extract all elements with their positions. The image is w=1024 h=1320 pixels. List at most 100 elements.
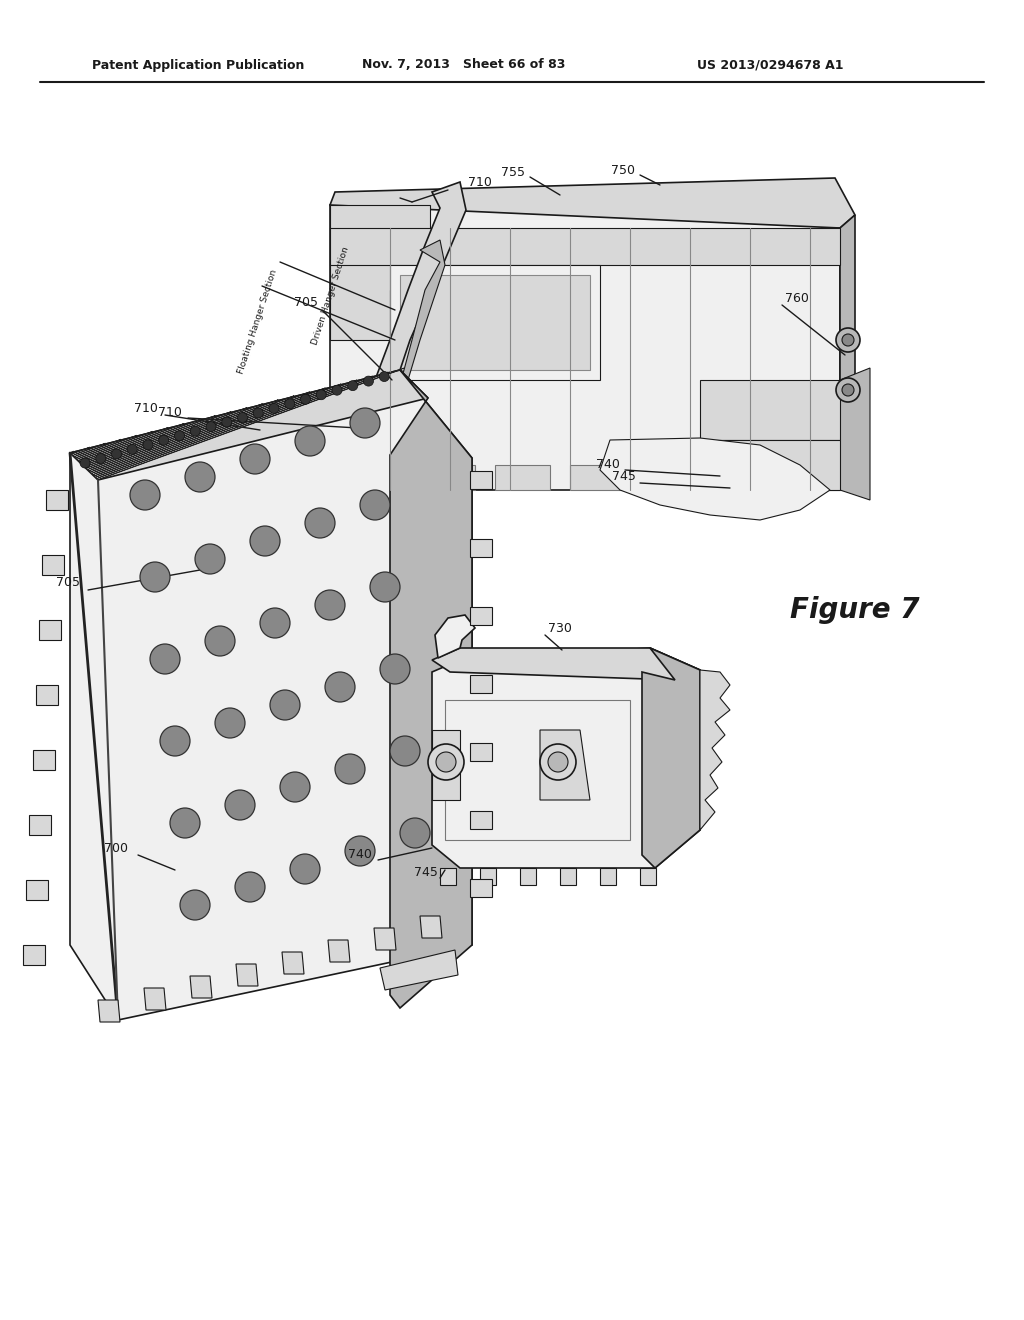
Circle shape [174, 430, 184, 441]
Polygon shape [23, 945, 45, 965]
Polygon shape [79, 424, 184, 462]
Polygon shape [330, 205, 840, 490]
Text: 740: 740 [348, 847, 372, 861]
Circle shape [80, 458, 90, 469]
Polygon shape [390, 265, 600, 380]
Polygon shape [27, 880, 48, 900]
Text: US 2013/0294678 A1: US 2013/0294678 A1 [697, 58, 844, 71]
Text: 730: 730 [548, 622, 571, 635]
Circle shape [842, 334, 854, 346]
Polygon shape [640, 869, 656, 884]
Polygon shape [435, 615, 475, 657]
Circle shape [240, 444, 270, 474]
Text: 750: 750 [611, 164, 635, 177]
Polygon shape [440, 869, 456, 884]
Text: Figure 7: Figure 7 [790, 597, 920, 624]
Polygon shape [560, 869, 575, 884]
Polygon shape [470, 810, 492, 829]
Circle shape [390, 737, 420, 766]
Circle shape [205, 626, 234, 656]
Circle shape [316, 389, 327, 400]
Circle shape [325, 672, 355, 702]
Circle shape [112, 449, 122, 459]
Polygon shape [36, 685, 58, 705]
Circle shape [127, 445, 137, 454]
Circle shape [195, 544, 225, 574]
Circle shape [332, 385, 342, 395]
Polygon shape [83, 412, 231, 466]
Circle shape [335, 754, 365, 784]
Polygon shape [445, 700, 630, 840]
Polygon shape [720, 465, 775, 490]
Text: 760: 760 [785, 292, 809, 305]
Circle shape [379, 371, 389, 381]
Circle shape [548, 752, 568, 772]
Text: Driven Hanger Section: Driven Hanger Section [310, 246, 350, 346]
Circle shape [360, 490, 390, 520]
Circle shape [206, 421, 216, 432]
Circle shape [159, 436, 169, 445]
Polygon shape [840, 368, 870, 500]
Polygon shape [89, 396, 294, 471]
Circle shape [364, 376, 374, 385]
Polygon shape [570, 465, 625, 490]
Polygon shape [92, 384, 341, 475]
Polygon shape [400, 275, 590, 370]
Circle shape [260, 609, 290, 638]
Polygon shape [600, 869, 616, 884]
Polygon shape [87, 400, 279, 470]
Circle shape [190, 426, 201, 436]
Polygon shape [470, 743, 492, 762]
Circle shape [130, 480, 160, 510]
Polygon shape [81, 420, 200, 463]
Polygon shape [470, 879, 492, 898]
Polygon shape [470, 675, 492, 693]
Text: 700: 700 [104, 842, 128, 854]
Circle shape [160, 726, 190, 756]
Polygon shape [470, 607, 492, 624]
Circle shape [170, 808, 200, 838]
Circle shape [436, 752, 456, 772]
Polygon shape [645, 465, 700, 490]
Text: 710: 710 [134, 401, 158, 414]
Polygon shape [86, 404, 262, 469]
Polygon shape [495, 465, 550, 490]
Circle shape [295, 426, 325, 455]
Polygon shape [282, 952, 304, 974]
Polygon shape [46, 490, 68, 510]
Polygon shape [380, 950, 458, 990]
Polygon shape [540, 730, 590, 800]
Polygon shape [42, 554, 65, 576]
Polygon shape [330, 205, 430, 341]
Polygon shape [600, 438, 830, 520]
Circle shape [350, 408, 380, 438]
Circle shape [280, 772, 310, 803]
Text: 710: 710 [158, 405, 182, 418]
Polygon shape [642, 648, 700, 869]
Text: 710: 710 [468, 177, 492, 190]
Polygon shape [700, 380, 840, 440]
Polygon shape [72, 447, 90, 454]
Text: 740: 740 [596, 458, 620, 471]
Circle shape [348, 380, 357, 391]
Polygon shape [330, 178, 855, 242]
Circle shape [285, 399, 295, 409]
Text: 705: 705 [56, 577, 80, 590]
Polygon shape [76, 436, 137, 458]
Polygon shape [70, 370, 472, 1020]
Polygon shape [94, 380, 356, 477]
Circle shape [222, 417, 231, 428]
Circle shape [315, 590, 345, 620]
Circle shape [180, 890, 210, 920]
Polygon shape [77, 432, 153, 459]
Polygon shape [795, 465, 850, 490]
Polygon shape [70, 370, 428, 480]
Circle shape [238, 412, 248, 422]
Polygon shape [345, 465, 400, 490]
Polygon shape [90, 392, 309, 473]
Circle shape [96, 454, 105, 463]
Polygon shape [520, 869, 536, 884]
Polygon shape [98, 1001, 120, 1022]
Polygon shape [720, 440, 840, 490]
Text: Floating Hanger Section: Floating Hanger Section [236, 269, 279, 375]
